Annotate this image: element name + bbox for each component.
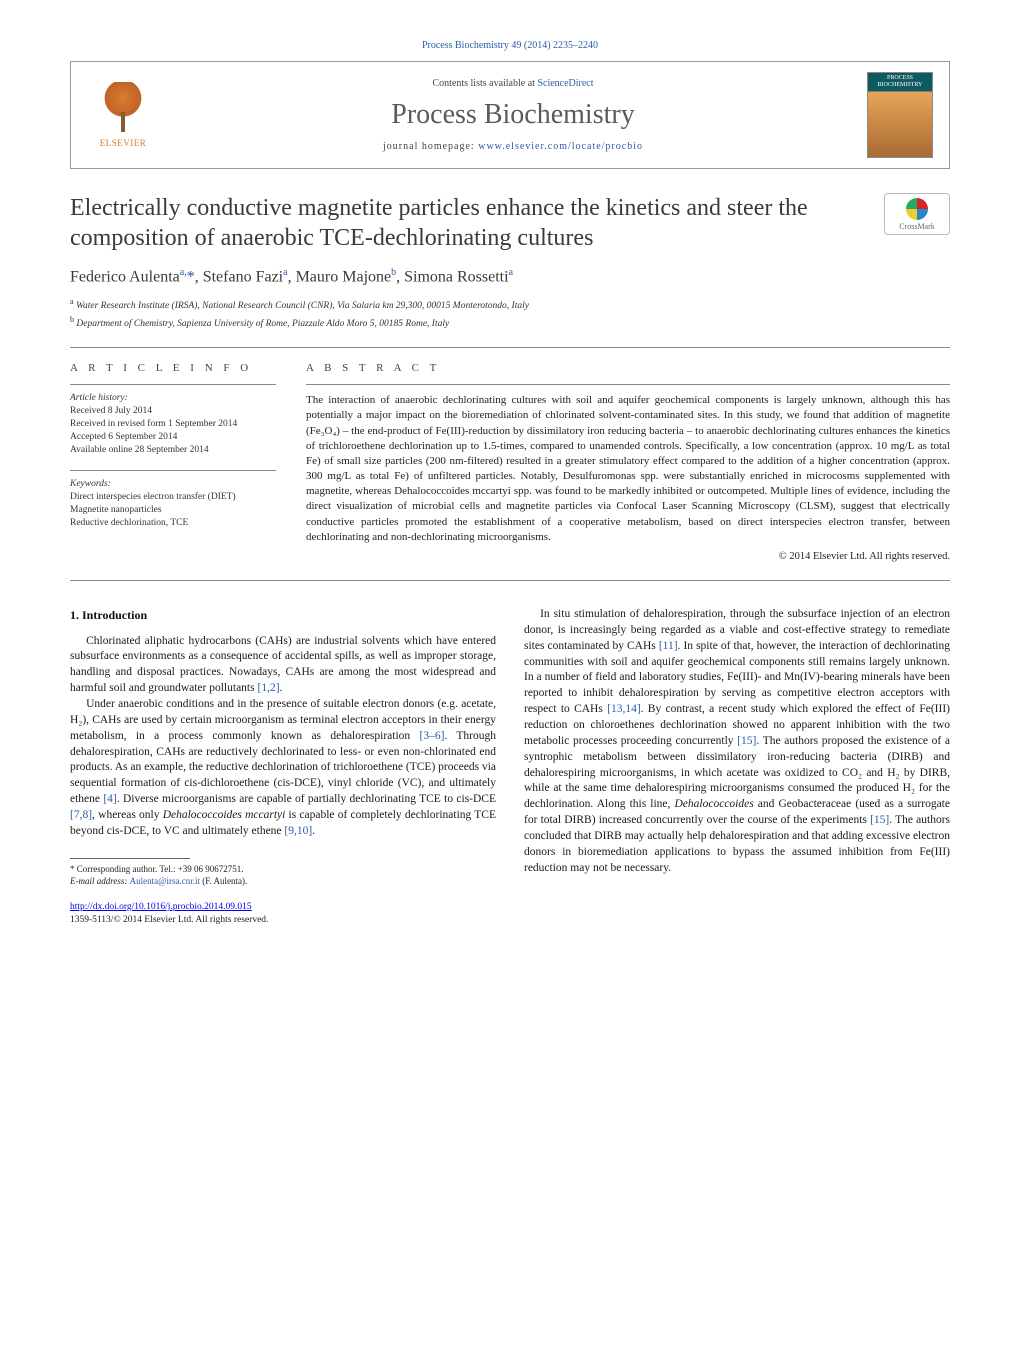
- affiliations-block: a Water Research Institute (IRSA), Natio…: [70, 296, 950, 331]
- journal-homepage-line: journal homepage: www.elsevier.com/locat…: [171, 141, 855, 152]
- corresponding-email-link[interactable]: Aulenta@irsa.cnr.it: [130, 876, 200, 886]
- contents-list-line: Contents lists available at ScienceDirec…: [171, 78, 855, 89]
- crossmark-icon: [906, 198, 928, 220]
- elsevier-logo: ELSEVIER: [87, 75, 159, 155]
- abstract-column: A B S T R A C T The interaction of anaer…: [306, 362, 950, 562]
- citation-1-2[interactable]: [1,2]: [257, 682, 279, 694]
- body-paragraph-1: Chlorinated aliphatic hydrocarbons (CAHs…: [70, 634, 496, 697]
- info-divider-2: [70, 470, 276, 471]
- abstract-divider: [306, 384, 950, 385]
- history-label: Article history:: [70, 393, 276, 403]
- keyword-line: Direct interspecies electron transfer (D…: [70, 491, 276, 504]
- journal-header-box: ELSEVIER Contents lists available at Sci…: [70, 61, 950, 169]
- footnote-rule: [70, 858, 190, 859]
- email-name: (F. Aulenta).: [200, 876, 247, 886]
- history-line: Accepted 6 September 2014: [70, 431, 276, 444]
- doi-link[interactable]: http://dx.doi.org/10.1016/j.procbio.2014…: [70, 902, 252, 912]
- info-divider-1: [70, 384, 276, 385]
- journal-cover-thumbnail: PROCESS BIOCHEMISTRY: [867, 72, 933, 158]
- citation-15b[interactable]: [15]: [870, 814, 889, 826]
- contents-prefix: Contents lists available at: [432, 78, 537, 89]
- body-paragraph-2: Under anaerobic conditions and in the pr…: [70, 697, 496, 840]
- citation-9-10[interactable]: [9,10]: [284, 825, 312, 837]
- species-dehalococcoides: Dehalococcoides mccartyi: [163, 809, 286, 821]
- p2f: .: [312, 825, 315, 837]
- keywords-label: Keywords:: [70, 479, 276, 489]
- elsevier-wordmark: ELSEVIER: [100, 138, 147, 148]
- keyword-line: Magnetite nanoparticles: [70, 504, 276, 517]
- crossmark-badge[interactable]: CrossMark: [884, 193, 950, 235]
- crossmark-label: CrossMark: [899, 222, 935, 231]
- affiliation-line: a Water Research Institute (IRSA), Natio…: [70, 296, 950, 313]
- history-line: Received 8 July 2014: [70, 405, 276, 418]
- p1-end: .: [280, 682, 283, 694]
- doi-block: http://dx.doi.org/10.1016/j.procbio.2014…: [70, 901, 950, 927]
- history-line: Received in revised form 1 September 201…: [70, 418, 276, 431]
- sciencedirect-link[interactable]: ScienceDirect: [537, 78, 593, 89]
- species-dehalococcoides-2: Dehalococcoides: [675, 798, 754, 810]
- email-label: E-mail address:: [70, 876, 130, 886]
- cover-title-text: PROCESS BIOCHEMISTRY: [870, 75, 930, 88]
- abstract-heading: A B S T R A C T: [306, 362, 950, 374]
- abstract-text: The interaction of anaerobic dechlorinat…: [306, 393, 950, 545]
- article-title: Electrically conductive magnetite partic…: [70, 193, 884, 253]
- citation-3-6[interactable]: [3–6]: [419, 730, 444, 742]
- citation-4[interactable]: [4]: [103, 793, 116, 805]
- issn-copyright: 1359-5113/© 2014 Elsevier Ltd. All right…: [70, 915, 268, 925]
- p1-text: Chlorinated aliphatic hydrocarbons (CAHs…: [70, 635, 496, 695]
- citation-7-8[interactable]: [7,8]: [70, 809, 92, 821]
- citation-15a[interactable]: [15]: [737, 735, 756, 747]
- corresponding-author-note: * Corresponding author. Tel.: +39 06 906…: [70, 863, 496, 875]
- body-two-columns: 1. Introduction Chlorinated aliphatic hy…: [70, 607, 950, 887]
- citation-13-14[interactable]: [13,14]: [607, 703, 641, 715]
- elsevier-tree-icon: [99, 82, 147, 136]
- journal-reference: Process Biochemistry 49 (2014) 2235–2240: [70, 40, 950, 51]
- journal-title: Process Biochemistry: [171, 99, 855, 131]
- p2c: . Diverse microorganisms are capable of …: [117, 793, 496, 805]
- authors-line: Federico Aulentaa,*, Stefano Fazia, Maur…: [70, 267, 950, 286]
- homepage-prefix: journal homepage:: [383, 141, 478, 152]
- journal-homepage-link[interactable]: www.elsevier.com/locate/procbio: [478, 141, 643, 152]
- history-line: Available online 28 September 2014: [70, 444, 276, 457]
- body-paragraph-3: In situ stimulation of dehalorespiration…: [524, 607, 950, 877]
- section-1-heading: 1. Introduction: [70, 607, 496, 624]
- article-info-column: A R T I C L E I N F O Article history: R…: [70, 362, 276, 562]
- abstract-copyright: © 2014 Elsevier Ltd. All rights reserved…: [306, 551, 950, 562]
- footnotes-block: * Corresponding author. Tel.: +39 06 906…: [70, 863, 496, 887]
- affiliation-line: b Department of Chemistry, Sapienza Univ…: [70, 314, 950, 331]
- divider-bottom: [70, 580, 950, 581]
- email-line: E-mail address: Aulenta@irsa.cnr.it (F. …: [70, 875, 496, 887]
- citation-11[interactable]: [11]: [659, 640, 678, 652]
- article-info-heading: A R T I C L E I N F O: [70, 362, 276, 374]
- keyword-line: Reductive dechlorination, TCE: [70, 517, 276, 530]
- p2d: , whereas only: [92, 809, 163, 821]
